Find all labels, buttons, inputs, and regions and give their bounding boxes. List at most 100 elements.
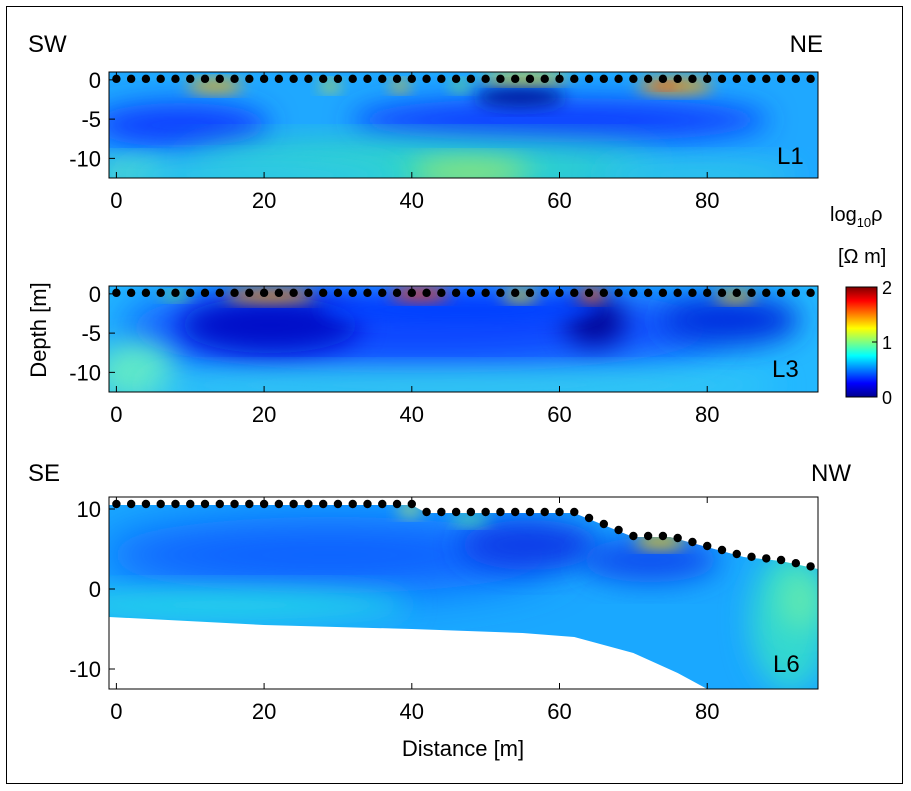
electrode-marker	[304, 74, 313, 84]
electrode-marker	[703, 541, 712, 551]
colorbar-ticks: 2 1 0	[872, 278, 892, 408]
x-tick-label: 80	[695, 188, 719, 213]
y-tick-label: 10	[77, 497, 101, 522]
l1-electrode-row	[112, 74, 815, 84]
colorbar-tick-label: 0	[882, 388, 892, 408]
electrode-marker	[259, 288, 269, 298]
l6-x-axis: 0 20 40 60 80	[110, 497, 719, 724]
electrode-marker	[215, 74, 224, 84]
electrode-marker	[274, 74, 284, 84]
x-tick-label: 40	[400, 699, 424, 724]
l3-x-axis: 0 20 40 60 80	[110, 286, 719, 427]
electrode-marker	[466, 288, 476, 298]
electrode-marker	[289, 288, 298, 298]
electrode-marker	[230, 288, 239, 298]
y-tick-label: 0	[89, 577, 101, 602]
electrode-marker	[112, 499, 121, 509]
electrode-marker	[555, 288, 564, 298]
x-tick-label: 40	[400, 188, 424, 213]
electrode-marker	[629, 531, 638, 541]
colorbar-title-log: log	[830, 204, 857, 226]
electrode-marker	[200, 74, 210, 84]
electrode-marker	[422, 74, 431, 84]
electrode-marker	[171, 288, 180, 298]
y-tick-label: -10	[69, 657, 101, 682]
electrode-marker	[510, 74, 520, 84]
l3-y-axis: 0 -5 -10	[69, 282, 115, 385]
electrode-marker	[688, 74, 697, 84]
electrode-marker	[643, 531, 653, 541]
electrode-marker	[540, 288, 549, 298]
electrode-marker	[806, 74, 815, 84]
electrode-marker	[496, 74, 505, 84]
electrode-marker	[437, 507, 446, 517]
colorbar-tick-label: 1	[882, 333, 892, 353]
l1-y-axis: 0 -5 -10	[69, 68, 115, 171]
electrode-marker	[141, 288, 151, 298]
electrode-marker	[363, 288, 372, 298]
electrode-marker	[570, 507, 579, 517]
electrode-marker	[717, 545, 727, 555]
electrode-marker	[643, 74, 653, 84]
electrode-marker	[599, 74, 609, 84]
electrode-marker	[776, 288, 786, 298]
panel-l1: 0 20 40 60 80 0 -5 -10 SW NE L1	[28, 31, 823, 213]
electrode-marker	[274, 288, 284, 298]
electrode-marker	[614, 74, 623, 84]
electrode-marker	[481, 288, 490, 298]
electrode-marker	[584, 74, 594, 84]
electrode-marker	[422, 288, 431, 298]
electrode-marker	[451, 288, 461, 298]
electrode-marker	[481, 507, 490, 517]
electrode-marker	[466, 74, 476, 84]
x-tick-label: 60	[547, 402, 571, 427]
electrode-marker	[806, 288, 815, 298]
electrode-marker	[762, 74, 771, 84]
l6-electrode-row	[112, 499, 815, 571]
electrode-marker	[186, 74, 195, 84]
electrode-marker	[363, 499, 372, 509]
y-tick-label: -5	[81, 107, 101, 132]
electrode-marker	[215, 288, 224, 298]
electrode-marker	[703, 74, 712, 84]
l1-x-axis: 0 20 40 60 80	[110, 72, 719, 213]
x-tick-label: 20	[252, 402, 276, 427]
x-tick-label: 60	[547, 188, 571, 213]
electrode-marker	[230, 499, 239, 509]
electrode-marker	[126, 499, 136, 509]
colorbar: log10ρ [Ω m] 210	[830, 204, 892, 408]
electrode-marker	[422, 507, 431, 517]
electrode-marker	[112, 74, 121, 84]
electrode-marker	[333, 499, 343, 509]
electrode-marker	[437, 74, 446, 84]
electrode-marker	[688, 288, 697, 298]
electrode-marker	[378, 74, 387, 84]
electrode-marker	[629, 288, 638, 298]
electrode-marker	[245, 499, 254, 509]
electrode-marker	[510, 288, 520, 298]
y-tick-label: 0	[89, 68, 101, 93]
electrode-marker	[156, 288, 165, 298]
electrode-marker	[348, 288, 357, 298]
x-tick-label: 0	[110, 188, 122, 213]
colorbar-title-sub: 10	[857, 215, 871, 230]
electrode-marker	[141, 74, 151, 84]
electrode-marker	[658, 74, 668, 84]
electrode-marker	[245, 288, 254, 298]
l6-right-corner-label: NW	[811, 460, 851, 487]
electrode-marker	[776, 74, 786, 84]
electrode-marker	[584, 288, 594, 298]
l6-left-corner-label: SE	[28, 460, 60, 487]
electrode-marker	[762, 288, 771, 298]
electrode-marker	[584, 513, 594, 523]
electrode-marker	[259, 74, 269, 84]
x-axis-title: Distance [m]	[402, 736, 524, 761]
electrode-marker	[112, 288, 121, 298]
electrode-marker	[259, 499, 269, 509]
y-tick-label: -10	[69, 146, 101, 171]
electrode-marker	[776, 555, 786, 565]
electrode-marker	[614, 288, 623, 298]
colorbar-gradient	[845, 286, 878, 398]
electrode-marker	[200, 288, 210, 298]
